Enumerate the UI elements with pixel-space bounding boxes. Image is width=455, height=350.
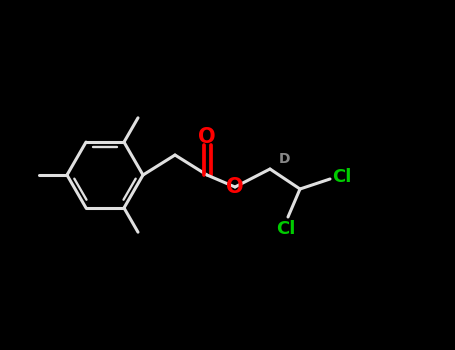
Text: O: O (198, 127, 216, 147)
Text: O: O (226, 177, 244, 197)
Text: Cl: Cl (276, 220, 296, 238)
Text: D: D (278, 152, 290, 166)
Text: Cl: Cl (332, 168, 352, 186)
